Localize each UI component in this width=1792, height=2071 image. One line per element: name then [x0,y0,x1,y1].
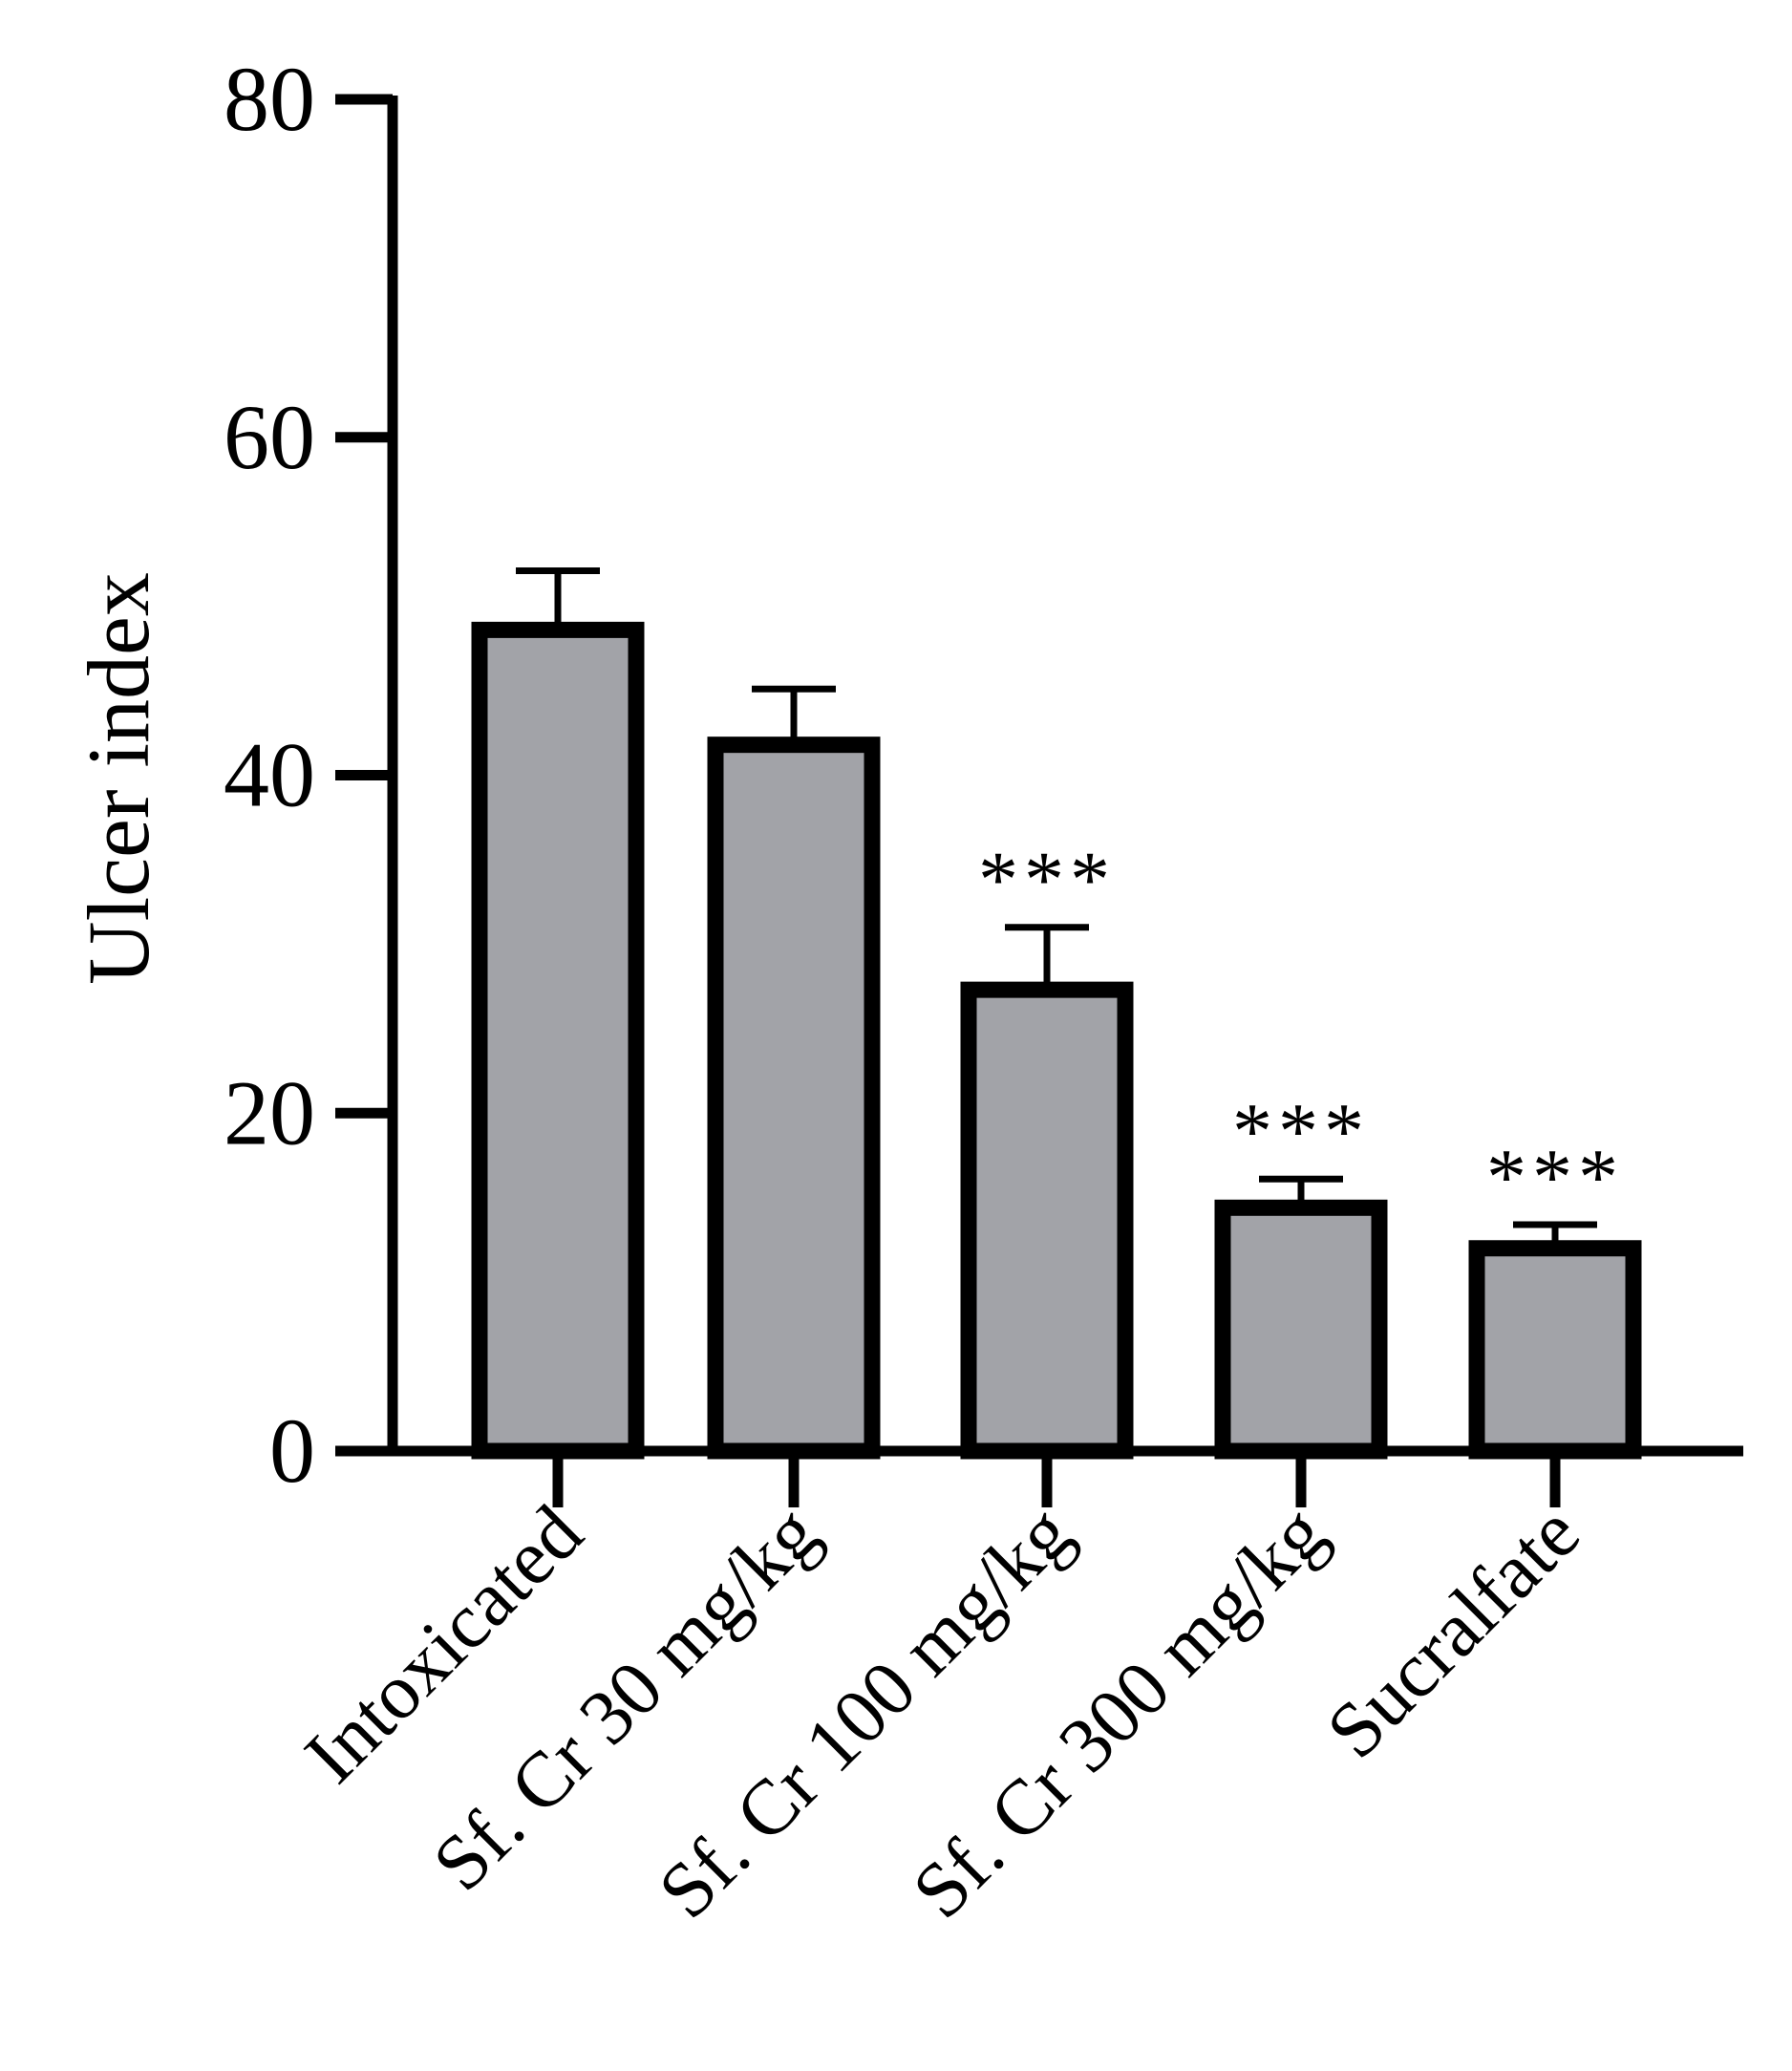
y-axis-title: Ulcer index [70,572,167,985]
y-tick-label: 60 [224,386,315,488]
x-tick-label: Sucralfate [1310,1488,1595,1774]
y-axis-ticks: 0 20 40 60 80 [224,48,393,1502]
bar [1468,1240,1642,1460]
axes [335,96,1743,1457]
significance-label: *** [1232,1087,1370,1176]
bar [471,621,645,1460]
significance-label: *** [978,836,1116,925]
significance-label: *** [1486,1133,1624,1222]
bars: *** *** *** [471,566,1642,1460]
y-tick-label: 40 [224,724,315,826]
bar [707,737,881,1460]
y-tick-label: 80 [224,48,315,150]
y-tick-label: 0 [269,1399,315,1502]
bar [960,981,1134,1460]
y-tick-label: 20 [224,1061,315,1164]
bar [1214,1199,1388,1460]
